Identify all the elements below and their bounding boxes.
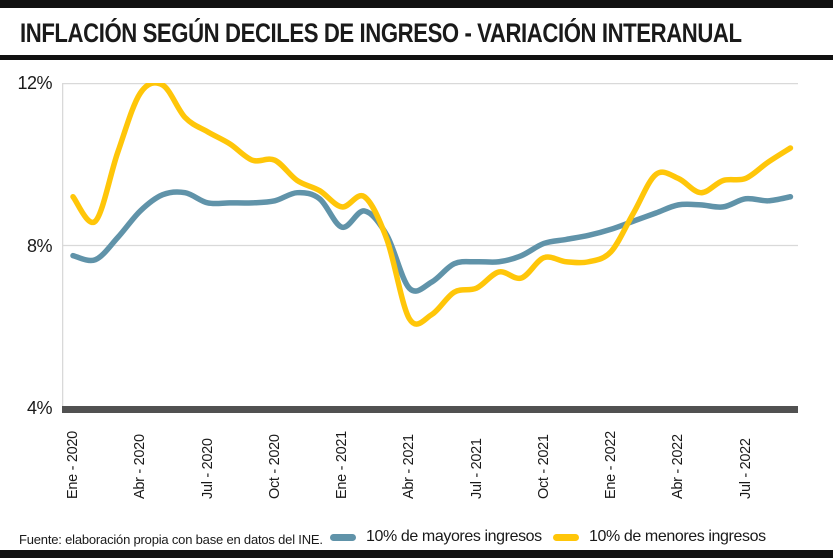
title-divider (0, 55, 833, 60)
legend-label-mayores: 10% de mayores ingresos (366, 528, 542, 545)
legend-label-menores: 10% de menores ingresos (589, 528, 766, 545)
x-tick-label: Abr - 2021 (401, 434, 418, 499)
x-tick-label: Abr - 2020 (132, 434, 149, 499)
x-axis-baseline (62, 406, 798, 413)
y-tick-label: 4% (26, 398, 53, 418)
legend-swatch-menores (553, 533, 579, 541)
legend-item-menores: 10% de menores ingresos (553, 528, 766, 546)
series-line-mayores (70, 189, 794, 294)
chart-title: INFLACIÓN SEGÚN DECILES DE INGRESO - VAR… (20, 18, 742, 48)
legend-item-mayores: 10% de mayores ingresos (330, 528, 542, 546)
y-tick-label: 8% (26, 235, 53, 256)
legend-swatch-mayores (330, 533, 356, 541)
x-tick-label: Ene - 2020 (65, 431, 81, 499)
line-chart-canvas (61, 80, 798, 406)
x-tick-label: Abr - 2022 (670, 434, 687, 499)
x-tick-label: Ene - 2022 (603, 431, 620, 499)
x-tick-label: Jul - 2021 (468, 438, 485, 499)
x-tick-label: Oct - 2021 (535, 434, 552, 499)
plot-area (61, 80, 798, 408)
source-note: Fuente: elaboración propia con base en d… (19, 532, 323, 547)
x-tick-label: Jul - 2022 (737, 438, 754, 499)
y-tick-label: 12% (17, 73, 52, 93)
x-tick-label: Jul - 2020 (199, 438, 216, 499)
x-tick-label: Oct - 2020 (266, 434, 283, 499)
bottom-accent-bar (0, 550, 833, 558)
top-accent-bar (0, 0, 833, 8)
series-line-menores (70, 80, 794, 327)
x-tick-label: Ene - 2021 (334, 431, 351, 499)
